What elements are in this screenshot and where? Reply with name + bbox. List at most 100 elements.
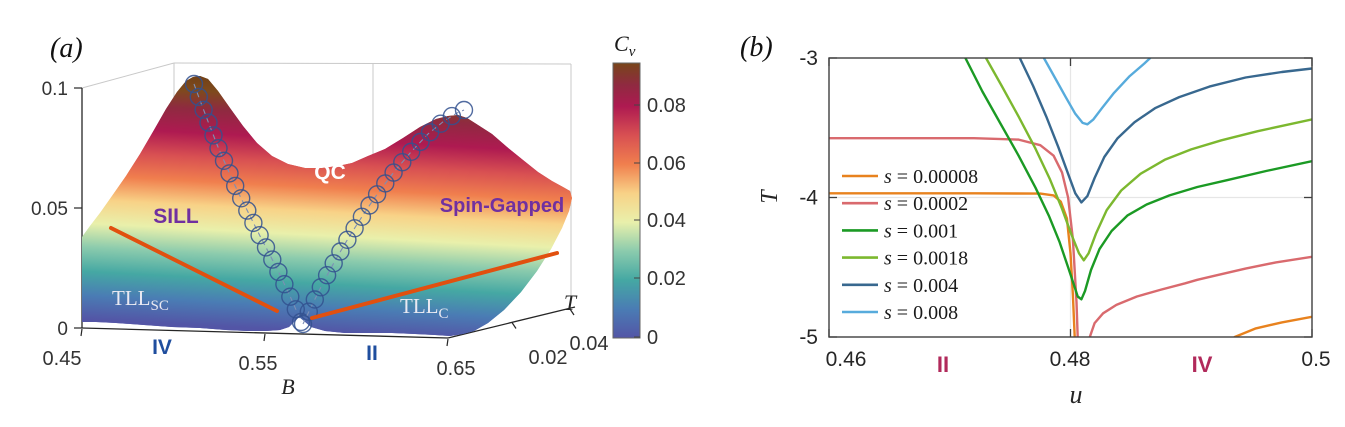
boundary-right-marker-circle — [331, 242, 350, 261]
t-tick-label: 0.04 — [570, 333, 609, 355]
boundary-right-marker-circle — [402, 142, 421, 162]
legend-label-s-0p00008: s = 0.00008 — [884, 166, 978, 188]
legend-var: s — [884, 275, 897, 297]
phase-label-iv-b: IV — [1192, 352, 1213, 377]
phase-label-ii-b: II — [937, 352, 949, 377]
region-label-sill: SILL — [153, 205, 199, 228]
boundary-left-marker-circle — [269, 262, 288, 282]
series-line-s-0p00008 — [1233, 315, 1312, 337]
series-line-s-0p0002 — [829, 136, 1079, 337]
t-axis-label-b: T — [757, 189, 783, 204]
phase-boundary-marker-chains — [184, 74, 474, 334]
z-tick-label: 0.1 — [42, 79, 68, 100]
series-line-s-0p0018 — [984, 58, 1312, 262]
series-line-s-0p001 — [964, 58, 1312, 301]
legend-item-s-0p008: s = 0.008 — [842, 302, 958, 324]
x-tick-label: 0.48 — [1050, 348, 1091, 371]
colorbar — [612, 62, 641, 339]
phase-boundary-lines — [109, 226, 559, 320]
tll-c-subscript: C — [438, 306, 448, 322]
boundary-left-marker-circle — [231, 189, 251, 208]
t-axis-line — [447, 306, 576, 339]
t-tick — [569, 308, 575, 316]
legend-label-s-0p004: s = 0.004 — [884, 275, 958, 297]
u-axis-label: u — [1070, 380, 1083, 409]
boundary-left-marker-circle — [286, 300, 305, 319]
y-tick-label: -4 — [799, 187, 818, 210]
series-line-s-0p008 — [1042, 58, 1152, 126]
legend-var: s — [884, 302, 897, 324]
legend-item-s-0p004: s = 0.004 — [842, 275, 958, 297]
legend-label-s-0p0002: s = 0.0002 — [884, 193, 968, 215]
box-edge-left-top — [81, 62, 175, 89]
boundary-right-marker-circle — [293, 314, 313, 334]
panel-a: 00.050.10.45 0.55 0.65 0.020.04 (a) SILL QC… — [31, 31, 686, 399]
boundary-left-marker-circle — [199, 113, 218, 132]
legend-label-s-0p001: s = 0.001 — [884, 220, 958, 242]
series-line-s-0p0002 — [1088, 255, 1312, 337]
b-axis-label: B — [281, 374, 294, 399]
legend-item-s-0p001: s = 0.001 — [842, 220, 958, 242]
b-tick — [80, 328, 83, 337]
phase-label-ii-a: II — [366, 342, 378, 365]
y-tick-label: -3 — [799, 47, 818, 70]
colorbar-tick-label: 0.04 — [647, 210, 686, 232]
z-tick-label: 0 — [57, 319, 68, 340]
boundary-right-marker-circle — [338, 230, 357, 250]
legend-value: = 0.004 — [897, 275, 958, 297]
colorbar-title-main: C — [614, 31, 629, 56]
region-label-tll-c: TLLC — [400, 294, 449, 322]
boundary-right-marker-circle — [454, 100, 474, 120]
boundary-line-right — [310, 251, 559, 320]
boundary-left-marker-circle — [275, 275, 294, 294]
b-tick — [446, 338, 449, 347]
boundary-left-marker-circle — [209, 138, 228, 158]
legend-var: s — [884, 166, 897, 188]
colorbar-tick-label: 0.06 — [647, 153, 686, 175]
legend-var: s — [884, 220, 897, 242]
legend-item-s-0p00008: s = 0.00008 — [842, 166, 978, 188]
b-axis-line — [81, 327, 449, 339]
tll-sc-subscript: SC — [150, 298, 168, 314]
boundary-right-marker-circle — [317, 266, 337, 285]
legend-value: = 0.001 — [897, 220, 958, 242]
boundary-left-marker-circle — [204, 126, 223, 145]
b-tick-label: 0.45 — [43, 348, 82, 370]
panel-a-tag: (a) — [50, 33, 83, 64]
t-tick-label: 0.02 — [529, 347, 568, 369]
boundary-left-marker-circle — [256, 238, 276, 257]
phase-label-iv-a: IV — [152, 336, 172, 359]
legend-item-s-0p0002: s = 0.0002 — [842, 193, 968, 215]
boundary-left-marker-circle — [244, 213, 263, 233]
boundary-left-marker-circle — [189, 87, 209, 107]
boundary-right-marker-circle — [305, 290, 324, 309]
legend-var: s — [884, 193, 897, 215]
legend-label-s-0p008: s = 0.008 — [884, 302, 958, 324]
legend-value: = 0.008 — [897, 302, 958, 324]
colorbar-tick-label: 0 — [647, 327, 658, 349]
boundary-right-marker-circle — [411, 132, 430, 152]
boundary-left-marker-circle — [184, 74, 204, 94]
region-label-spin-gapped: Spin-Gapped — [440, 195, 564, 217]
boundary-right-marker-circle — [299, 302, 318, 321]
colorbar-tick-label: 0.02 — [647, 268, 686, 290]
boundary-left-marker-circle — [225, 176, 245, 196]
x-tick-label: 0.46 — [826, 348, 867, 371]
legend-item-s-0p0018: s = 0.0018 — [842, 248, 968, 270]
t-axis-label-a: T — [564, 290, 578, 315]
boundary-right-marker-circle — [442, 106, 462, 126]
legend-value: = 0.0002 — [897, 193, 968, 215]
boundary-left-marker-circle — [263, 250, 282, 269]
region-label-qc: QC — [314, 161, 346, 184]
y-tick-label: -5 — [799, 326, 818, 349]
b-tick-label: 0.55 — [239, 353, 278, 375]
z-tick-label: 0.05 — [31, 199, 68, 220]
legend-label-s-0p0018: s = 0.0018 — [884, 248, 968, 270]
b-tick-label: 0.65 — [437, 358, 476, 380]
panel-a-ticks: 0 0.05 0.1 0.45 0.55 0.65 0.020.04 — [31, 79, 608, 380]
colorbar-tick-label: 0.08 — [647, 95, 686, 117]
